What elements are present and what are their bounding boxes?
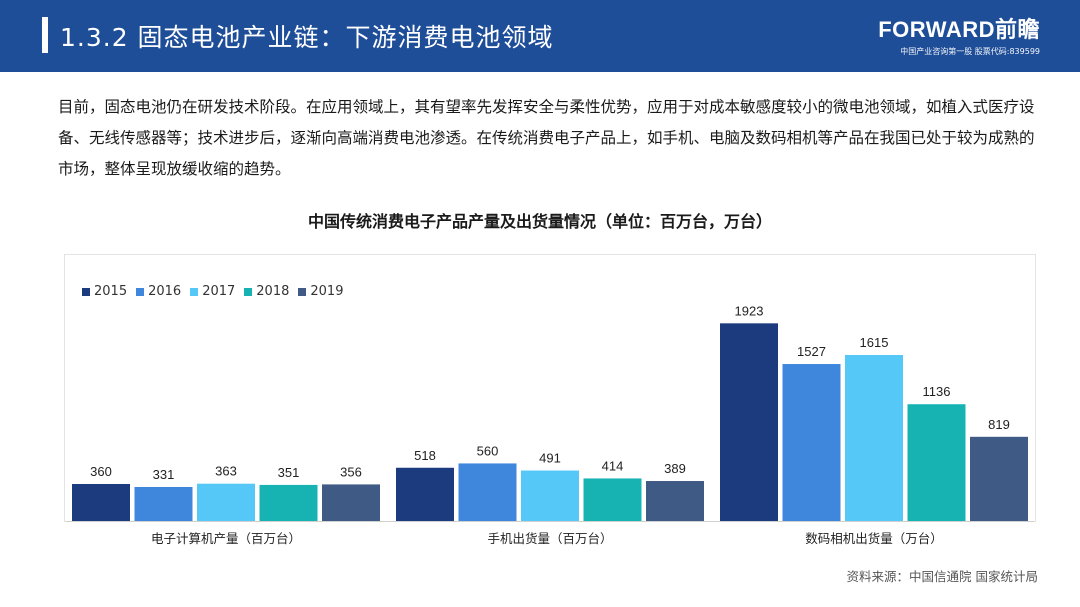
legend-swatch [136,287,145,296]
category-label: 手机出货量（百万台） [487,531,612,546]
data-label: 560 [477,443,499,458]
bar-2016-2 [458,463,517,521]
legend-swatch [82,287,90,296]
legend-label: 2018 [256,284,290,299]
data-label: 360 [90,464,112,479]
chart-title: 中国传统消费电子产品产量及出货量情况（单位：百万台，万台） [307,212,772,231]
body-paragraph: 目前，固态电池仍在研发技术阶段。在应用领域上，其有望率先发挥安全与柔性优势，应用… [58,98,1035,178]
bar-2016-3 [782,364,841,521]
legend-item-2017: 2017 [190,284,235,299]
data-label: 1136 [923,384,951,399]
brand-name: FORWARD前瞻 [878,17,1040,42]
bar-2015-3 [720,323,778,521]
bar-2019-2 [646,481,704,521]
data-label: 1615 [860,335,889,350]
legend-item-2015: 2015 [82,284,127,299]
header-banner: 1.3.2 固态电池产业链：下游消费电池领域 FORWARD前瞻 中国产业咨询第… [0,0,1080,72]
legend-label: 2016 [148,284,182,299]
brand-subtitle: 中国产业咨询第一股 股票代码:839599 [900,47,1040,56]
legend-item-2016: 2016 [136,284,181,299]
bar-2015-2 [396,467,454,521]
category-label: 电子计算机产量（百万台） [151,531,301,546]
bar-2018-2 [583,478,642,521]
chart-legend: 2015 2016 2017 2018 2019 [82,284,343,299]
legend-swatch [244,287,253,296]
source-note: 资料来源：中国信通院 国家统计局 [846,569,1038,584]
legend-label: 2019 [310,284,344,299]
legend-label: 2015 [94,284,128,299]
bar-2017-1 [197,483,255,521]
bar-2017-3 [845,354,903,521]
bar-2019-3 [970,436,1028,521]
data-label: 819 [988,417,1010,432]
bar-2015-1 [72,483,130,521]
legend-swatch [298,287,307,296]
brand-logo: FORWARD前瞻 中国产业咨询第一股 股票代码:839599 [878,12,1040,57]
legend-item-2019: 2019 [298,284,343,299]
bar-2018-1 [259,484,318,521]
legend-swatch [190,287,199,296]
bar-2018-3 [907,404,966,521]
category-label: 数码相机出货量（万台） [805,531,943,546]
data-label: 491 [539,451,561,466]
page-title: 1.3.2 固态电池产业链：下游消费电池领域 [60,23,554,52]
data-label: 356 [340,464,362,479]
data-label: 331 [153,467,175,482]
bar-2016-1 [134,486,193,521]
legend-label: 2017 [202,284,236,299]
title-accent-bar [42,17,48,53]
data-label: 414 [602,458,624,473]
data-label: 1923 [735,303,764,318]
data-label: 389 [664,461,686,476]
data-label: 518 [414,448,436,463]
bar-2017-2 [521,470,579,521]
data-label: 351 [278,465,300,480]
bar-2019-1 [322,484,380,521]
data-label: 1527 [797,344,826,359]
legend-item-2018: 2018 [244,284,289,299]
data-label: 363 [215,464,237,479]
